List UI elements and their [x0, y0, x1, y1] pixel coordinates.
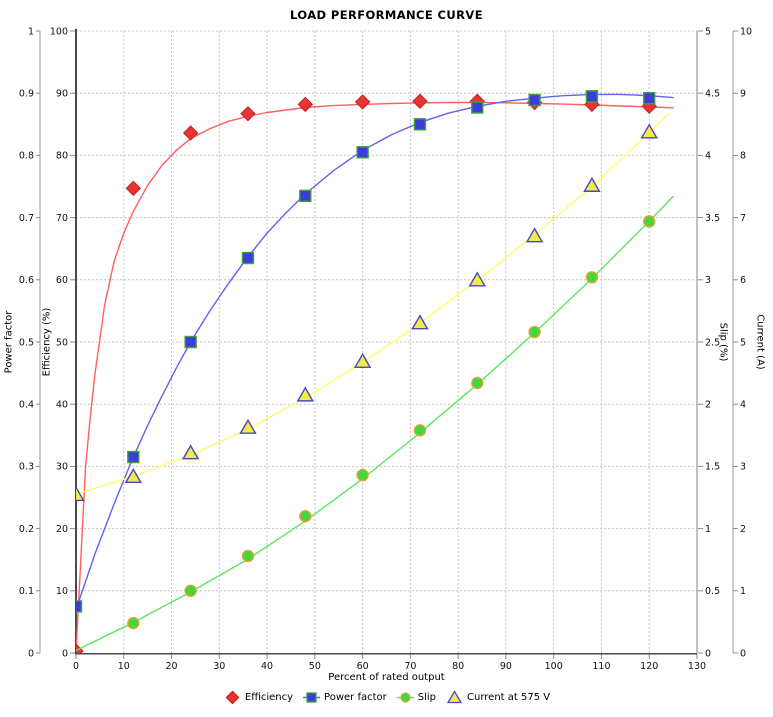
chart-title: LOAD PERFORMANCE CURVE [290, 8, 483, 22]
series-markers [76, 123, 658, 502]
legend-item-current-at-575-v: Current at 575 V [445, 690, 550, 705]
svg-text:100: 100 [545, 661, 563, 672]
slip-axis: 0 0.5 1 1.5 2 2.5 3 3.5 4 4.5 5 [698, 26, 720, 659]
series-slip [76, 195, 674, 652]
svg-text:1.5: 1.5 [705, 462, 720, 473]
svg-text:10: 10 [56, 586, 68, 597]
svg-text:80: 80 [56, 151, 68, 162]
series-efficiency [76, 93, 674, 653]
svg-text:5: 5 [705, 26, 711, 37]
series-power-factor [76, 90, 674, 613]
svg-text:4.5: 4.5 [705, 89, 720, 100]
svg-text:40: 40 [261, 661, 273, 672]
power-factor-axis: 0 0.1 0.2 0.3 0.4 0.5 0.6 0.7 0.8 0.9 1 [19, 26, 41, 659]
svg-text:0.8: 0.8 [19, 151, 34, 162]
legend-item-efficiency: Efficiency [223, 690, 293, 705]
series-markers [127, 215, 656, 630]
legend-marker-circle [396, 692, 414, 703]
svg-text:60: 60 [56, 275, 68, 286]
svg-text:8: 8 [740, 151, 746, 162]
svg-text:90: 90 [56, 89, 68, 100]
svg-text:1: 1 [28, 26, 34, 37]
svg-text:30: 30 [213, 661, 225, 672]
svg-text:20: 20 [56, 524, 68, 535]
svg-text:0.6: 0.6 [19, 275, 34, 286]
series-markers [76, 90, 656, 613]
svg-text:0.4: 0.4 [19, 400, 34, 411]
svg-text:4: 4 [740, 400, 746, 411]
svg-text:0.3: 0.3 [19, 462, 34, 473]
current-axis: 0 1 2 3 4 5 6 7 8 9 10 [732, 26, 752, 659]
svg-text:2: 2 [705, 400, 711, 411]
legend-item-power-factor: Power factor [302, 690, 387, 705]
svg-text:7: 7 [740, 213, 746, 224]
series-current-at-575-v [76, 113, 669, 502]
legend-marker-square [303, 692, 321, 703]
svg-text:0: 0 [28, 648, 34, 659]
svg-text:70: 70 [56, 213, 68, 224]
svg-text:0.7: 0.7 [19, 213, 34, 224]
series-area [76, 90, 674, 653]
efficiency-axis: 0 10 20 30 40 50 60 70 80 90 100 [50, 26, 75, 659]
svg-text:30: 30 [56, 462, 68, 473]
svg-text:0.1: 0.1 [19, 586, 34, 597]
svg-text:5: 5 [740, 337, 746, 348]
x-axis-ticks: 0 10 20 30 40 50 60 70 80 90 100 110 120 130 [73, 654, 706, 672]
svg-text:0: 0 [62, 648, 68, 659]
legend-label: Power factor [324, 692, 387, 703]
svg-text:100: 100 [50, 26, 68, 37]
legend-marker-diamond [225, 690, 240, 705]
svg-text:3: 3 [740, 462, 746, 473]
plot-frame [75, 29, 698, 655]
svg-text:70: 70 [404, 661, 416, 672]
svg-text:6: 6 [740, 275, 746, 286]
svg-text:130: 130 [688, 661, 706, 672]
svg-text:2.5: 2.5 [705, 337, 720, 348]
svg-text:10: 10 [740, 26, 752, 37]
svg-text:1: 1 [740, 586, 746, 597]
legend-label: Current at 575 V [467, 692, 551, 703]
svg-text:2: 2 [740, 524, 746, 535]
svg-text:110: 110 [592, 661, 610, 672]
svg-text:0: 0 [740, 648, 746, 659]
svg-text:50: 50 [56, 337, 68, 348]
legend-label: Slip [417, 692, 437, 703]
svg-text:80: 80 [452, 661, 464, 672]
svg-text:40: 40 [56, 400, 68, 411]
svg-text:60: 60 [357, 661, 369, 672]
legend: Efficiency Power factor Slip Current at 575… [0, 690, 773, 705]
x-axis-label: Percent of rated output [328, 672, 445, 683]
svg-text:3.5: 3.5 [705, 213, 720, 224]
svg-text:0.5: 0.5 [19, 337, 34, 348]
legend-label: Efficiency [244, 692, 294, 703]
legend-marker-triangle [446, 690, 463, 704]
svg-text:0: 0 [705, 648, 711, 659]
svg-text:0.9: 0.9 [19, 89, 34, 100]
svg-text:50: 50 [309, 661, 321, 672]
svg-text:90: 90 [500, 661, 512, 672]
legend-item-slip: Slip [396, 690, 436, 705]
gridlines [76, 30, 697, 653]
svg-text:0: 0 [73, 661, 79, 672]
svg-text:120: 120 [640, 661, 658, 672]
svg-text:0.5: 0.5 [705, 586, 720, 597]
svg-text:4: 4 [705, 151, 711, 162]
svg-text:3: 3 [705, 275, 711, 286]
svg-text:20: 20 [165, 661, 177, 672]
svg-text:1: 1 [705, 524, 711, 535]
svg-text:9: 9 [740, 89, 746, 100]
svg-text:10: 10 [118, 661, 130, 672]
svg-text:0.2: 0.2 [19, 524, 34, 535]
